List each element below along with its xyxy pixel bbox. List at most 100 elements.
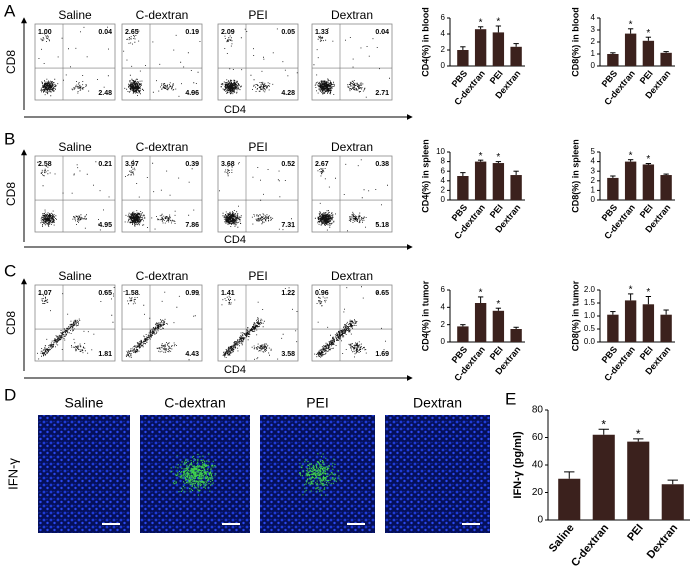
y-axis-label: IFN-γ (pg/ml) <box>512 431 524 499</box>
quadrant-value: 1.33 <box>315 29 329 36</box>
quadrant-value: 0.65 <box>375 290 389 297</box>
sample-name: Saline <box>58 140 92 154</box>
x-tick-label: Dextran <box>645 522 681 561</box>
quadrant-value: 0.99 <box>185 290 199 297</box>
y-axis-label: CD8(%) in spleen <box>570 139 580 213</box>
bar <box>474 303 487 342</box>
x-axis-label: CD4 <box>224 364 246 376</box>
y-axis-label: CD4(%) in tumor <box>420 280 430 351</box>
y-tick-label: 2 <box>441 45 446 54</box>
sample-name: C-dextran <box>136 140 189 154</box>
x-axis-label: CD4 <box>224 104 246 116</box>
y-tick-label: 2 <box>441 320 446 329</box>
quadrant-value: 7.31 <box>281 222 295 229</box>
flow-dots <box>123 290 200 361</box>
y-tick-label: 6 <box>441 13 446 22</box>
bar <box>660 175 672 200</box>
flow-dots <box>124 159 195 230</box>
bar <box>660 314 672 342</box>
bar <box>592 434 615 520</box>
y-tick-label: 1.5 <box>584 298 596 307</box>
quadrant-value: 0.04 <box>98 29 112 36</box>
quadrant-value: 0.39 <box>185 161 199 168</box>
significance: * <box>646 28 650 39</box>
y-tick-label: 1 <box>591 49 596 58</box>
quadrant-value: 4.43 <box>185 351 199 358</box>
ifn-signal <box>299 453 341 496</box>
y-tick-label: 2 <box>591 37 596 46</box>
significance: * <box>479 17 483 28</box>
significance: * <box>646 154 650 165</box>
y-axis-label: CD4(%) in spleen <box>420 139 430 213</box>
quadrant-value: 1.58 <box>125 290 139 297</box>
bar <box>624 33 637 66</box>
y-tick-label: 1.0 <box>584 311 596 320</box>
y-tick-label: 4 <box>441 29 446 38</box>
y-axis-label: CD8 <box>4 50 18 74</box>
bar <box>457 326 469 342</box>
flow-dots <box>314 286 386 358</box>
y-tick-label: 0 <box>591 61 596 70</box>
x-axis-label: CD4 <box>224 234 246 246</box>
bar <box>510 46 522 66</box>
sample-name: Saline <box>58 8 92 22</box>
sample-name: Dextran <box>331 8 373 22</box>
y-tick-label: 40 <box>532 460 544 471</box>
bar <box>474 161 487 200</box>
y-tick-label: 4 <box>591 157 596 166</box>
quadrant-value: 1.00 <box>38 29 52 36</box>
bar <box>558 478 581 520</box>
y-tick-label: 4 <box>591 13 596 22</box>
y-axis-label: IFN-γ <box>5 458 20 490</box>
quadrant-value: 1.07 <box>38 290 52 297</box>
quadrant-value: 2.65 <box>125 29 139 36</box>
significance: * <box>601 417 606 431</box>
bar <box>510 329 522 342</box>
bar <box>607 54 619 66</box>
significance: * <box>629 285 633 296</box>
y-tick-label: 0.0 <box>584 337 596 346</box>
quadrant-value: 0.52 <box>281 161 295 168</box>
significance: * <box>646 287 650 298</box>
panel-label: B <box>4 129 15 148</box>
quadrant-value: 4.28 <box>281 90 295 97</box>
ifn-signal <box>170 453 217 496</box>
y-tick-label: 1 <box>591 186 596 195</box>
flow-dots <box>221 287 298 360</box>
y-tick-label: 10 <box>436 147 445 156</box>
bar <box>642 304 655 342</box>
quadrant-value: 0.04 <box>375 29 389 36</box>
quadrant-value: 2.71 <box>375 90 389 97</box>
bar <box>492 310 505 342</box>
quadrant-value: 7.86 <box>185 222 199 229</box>
sample-name: Saline <box>58 269 92 283</box>
y-axis-label: CD8(%) in tumor <box>570 280 580 351</box>
y-tick-label: 4 <box>441 176 446 185</box>
quadrant-value: 0.21 <box>98 161 112 168</box>
quadrant-value: 4.95 <box>98 222 112 229</box>
y-tick-label: 0 <box>441 195 446 204</box>
bar <box>624 161 637 200</box>
y-tick-label: 8 <box>441 157 446 166</box>
significance: * <box>636 427 641 441</box>
quadrant-value: 1.81 <box>98 351 112 358</box>
y-axis-label: CD8(%) in blood <box>570 7 580 77</box>
bar <box>457 176 469 200</box>
y-tick-label: 0 <box>441 337 446 346</box>
y-tick-label: 5 <box>591 147 596 156</box>
bar <box>607 314 619 342</box>
flow-dots <box>37 287 115 360</box>
sample-name: Saline <box>65 395 104 411</box>
if-image <box>385 415 490 533</box>
panel-label: C <box>4 261 16 280</box>
flow-dots <box>37 161 110 231</box>
bar <box>624 300 637 342</box>
quadrant-value: 2.09 <box>221 29 235 36</box>
flow-dots <box>313 28 390 98</box>
significance: * <box>479 288 483 299</box>
quadrant-value: 3.97 <box>125 161 139 168</box>
panel-label: E <box>505 389 516 408</box>
bar <box>510 175 522 200</box>
y-tick-label: 2 <box>441 186 446 195</box>
